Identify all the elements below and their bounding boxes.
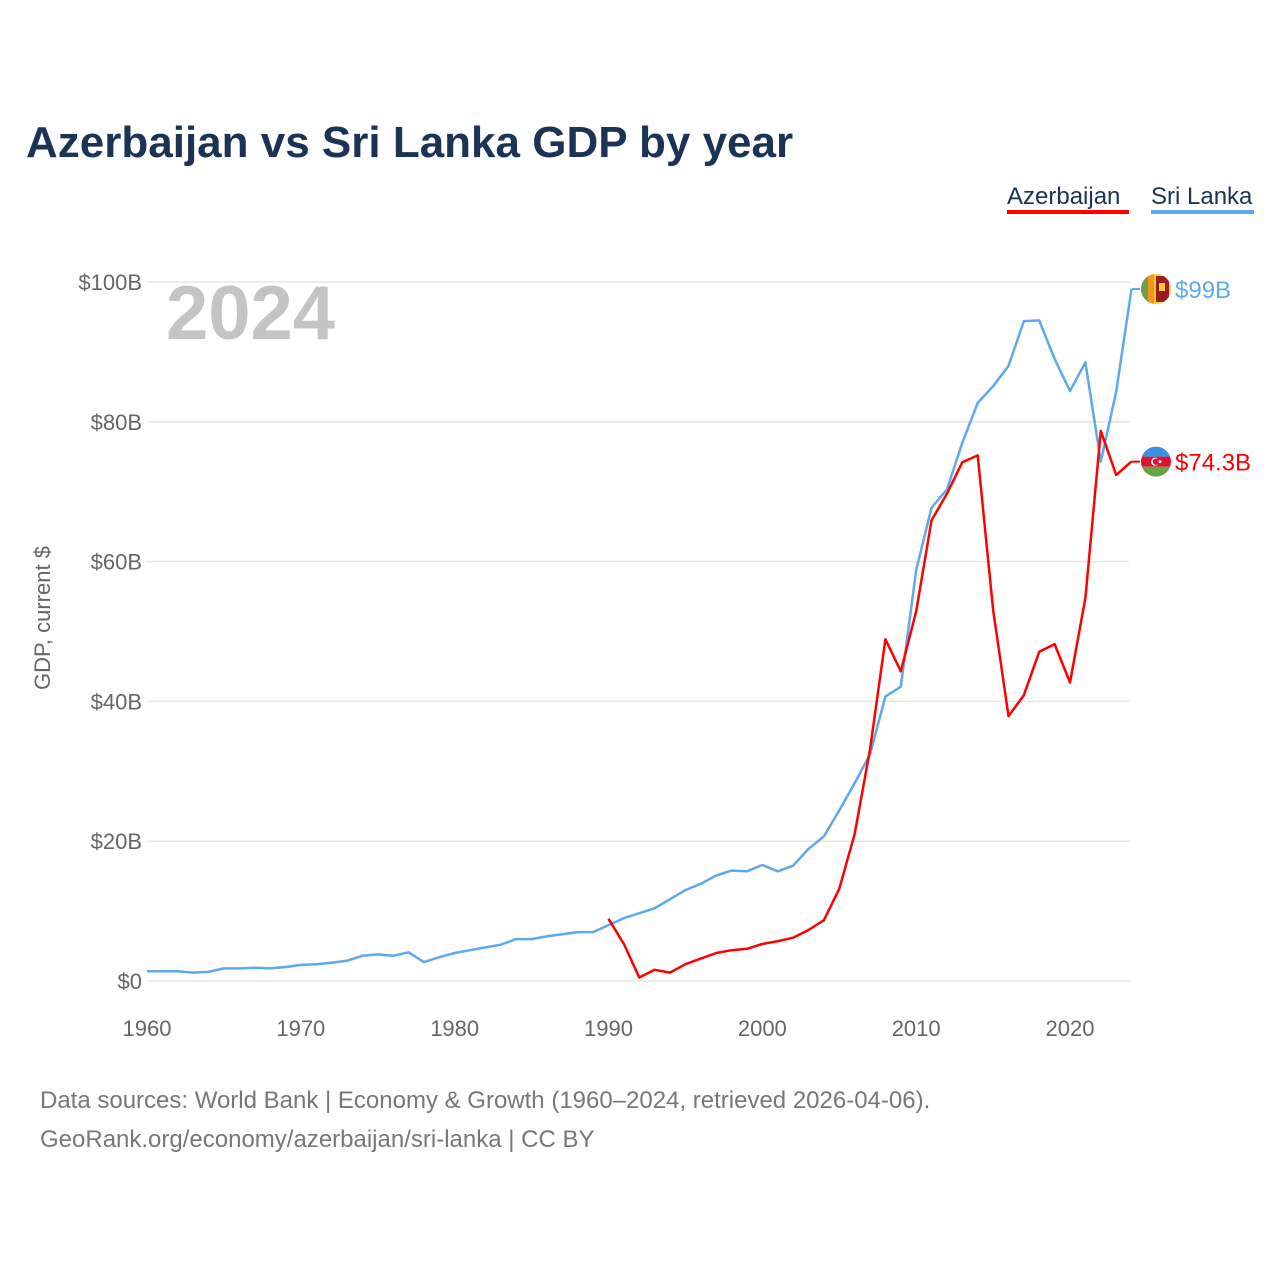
azerbaijan-flag-icon (1141, 446, 1171, 477)
star-icon (1158, 460, 1162, 464)
legend-swatch (1151, 210, 1254, 214)
series-line-azerbaijan (607, 429, 1133, 979)
y-tick-label: $80B (91, 410, 142, 435)
flag-body (1141, 273, 1171, 304)
y-axis-ticks: $0 $20B $40B $60B $80B $100B (78, 270, 142, 994)
y-tick-label: $20B (91, 829, 142, 854)
end-value-label: $74.3B (1175, 450, 1251, 477)
credit-note: GeoRank.org/economy/azerbaijan/sri-lanka… (40, 1126, 594, 1153)
y-tick-label: $60B (91, 550, 142, 575)
year-watermark: 2024 (166, 271, 335, 356)
flag-body (1141, 446, 1171, 477)
chart-title: Azerbaijan vs Sri Lanka GDP by year (26, 118, 793, 167)
gridlines (147, 281, 1130, 982)
flag-stripe (1141, 273, 1148, 304)
x-tick-label: 1960 (123, 1016, 172, 1041)
series-line-sri-lanka (147, 288, 1133, 974)
flag-stripe (1148, 273, 1154, 304)
flag-stripe (1141, 466, 1171, 477)
x-tick-label: 1990 (584, 1016, 633, 1041)
legend[interactable]: Azerbaijan Sri Lanka (1007, 183, 1254, 214)
x-tick-label: 2010 (892, 1016, 941, 1041)
sri-lanka-flag-icon (1141, 273, 1171, 304)
legend-swatch (1007, 210, 1129, 214)
end-value-label: $99B (1175, 277, 1231, 304)
flag-stripe (1141, 446, 1171, 457)
x-tick-label: 2000 (738, 1016, 787, 1041)
y-tick-label: $40B (91, 689, 142, 714)
y-tick-label: $100B (78, 270, 142, 295)
y-tick-label: $0 (118, 969, 142, 994)
series-lines (147, 287, 1140, 979)
x-tick-label: 1970 (276, 1016, 325, 1041)
x-axis-ticks: 1960 1970 1980 1990 2000 2010 2020 (123, 1016, 1095, 1041)
crescent-cut (1152, 458, 1160, 465)
x-tick-label: 2020 (1046, 1016, 1095, 1041)
lion-icon (1159, 282, 1165, 291)
y-axis-label: GDP, current $ (30, 546, 55, 690)
legend-label: Sri Lanka (1151, 183, 1253, 210)
x-tick-label: 1980 (430, 1016, 479, 1041)
end-labels: $99B $74.3B (1141, 273, 1251, 477)
legend-label: Azerbaijan (1007, 183, 1120, 210)
source-note: Data sources: World Bank | Economy & Gro… (40, 1087, 930, 1114)
